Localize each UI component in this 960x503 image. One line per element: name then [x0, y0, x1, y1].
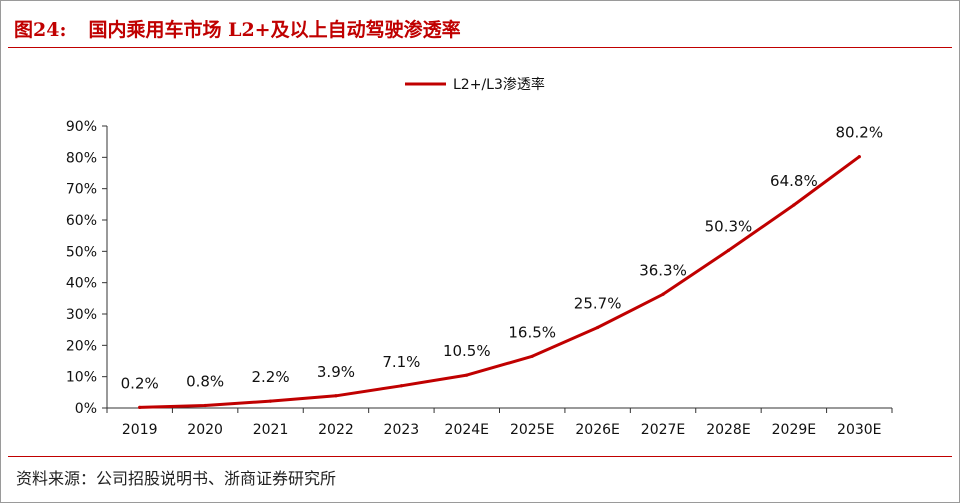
figure-title: 国内乘用车市场 L2+及以上自动驾驶渗透率 — [88, 18, 461, 41]
y-tick-label: 50% — [66, 244, 97, 260]
y-tick-label: 30% — [66, 307, 97, 323]
x-tick-label: 2025E — [510, 422, 554, 438]
data-label: 2.2% — [251, 368, 289, 386]
x-axis: 2019 2020 2021 2022 2023 2024E 2025E 2026E 2027E… — [106, 407, 893, 438]
footer-rule — [8, 456, 952, 457]
data-label: 0.2% — [121, 374, 159, 392]
y-tick-label: 40% — [66, 276, 97, 292]
data-point — [268, 399, 273, 403]
data-point — [661, 292, 665, 296]
x-tick-label: 2029E — [772, 422, 816, 438]
y-tick-label: 0% — [75, 401, 97, 417]
y-tick-label: 20% — [66, 338, 97, 354]
y-tick-label: 10% — [66, 370, 97, 386]
x-tick-label: 2027E — [641, 422, 685, 438]
x-tick-label: 2022 — [318, 422, 354, 438]
y-tick-label: 70% — [66, 182, 97, 198]
data-label: 80.2% — [835, 124, 883, 142]
data-label: 50.3% — [705, 217, 753, 235]
data-label: 0.8% — [186, 372, 224, 390]
data-point — [857, 155, 861, 159]
header-rule — [8, 47, 952, 48]
x-tick-label: 2019 — [122, 422, 158, 438]
x-tick-label: 2021 — [253, 422, 289, 438]
x-tick-label: 2023 — [384, 422, 420, 438]
figure-header: 图24: 国内乘用车市场 L2+及以上自动驾驶渗透率 — [14, 12, 461, 44]
data-point — [596, 325, 600, 330]
data-label: 36.3% — [639, 261, 687, 279]
data-point — [138, 405, 142, 409]
data-label: 64.8% — [770, 172, 818, 190]
data-label: 16.5% — [508, 323, 556, 341]
data-labels: 0.2% 0.8% 2.2% 3.9% 7.1% 10.5% 16.5% 25.7% 36.3%… — [121, 124, 883, 393]
data-label: 3.9% — [317, 363, 355, 381]
legend-label: L2+/L3渗透率 — [453, 76, 545, 93]
y-tick-label: 90% — [66, 119, 97, 135]
data-point — [399, 384, 403, 388]
figure-number: 图24: — [14, 18, 67, 41]
data-point — [203, 403, 207, 408]
data-point — [726, 248, 731, 252]
source-note: 资料来源：公司招股说明书、浙商证券研究所 — [16, 469, 337, 488]
data-label: 7.1% — [382, 353, 420, 371]
chart-legend: L2+/L3渗透率 — [405, 76, 545, 93]
x-tick-label: 2028E — [706, 422, 750, 438]
x-tick-label: 2026E — [575, 422, 619, 438]
series-layer — [138, 155, 861, 409]
data-label: 10.5% — [443, 342, 491, 360]
data-label: 25.7% — [574, 294, 622, 312]
y-axis: 0% 10% 20% 30% 40% 50% 60% 70% 80% 90% — [66, 119, 108, 417]
x-tick-label: 2020 — [187, 422, 223, 438]
x-tick-label: 2024E — [445, 422, 489, 438]
y-tick-label: 80% — [66, 150, 97, 166]
data-point — [530, 354, 534, 358]
series-line — [138, 155, 861, 409]
data-point — [465, 373, 469, 377]
x-tick-label: 2030E — [837, 422, 881, 438]
data-point — [792, 203, 796, 207]
data-point — [334, 394, 338, 398]
y-tick-label: 60% — [66, 213, 97, 229]
